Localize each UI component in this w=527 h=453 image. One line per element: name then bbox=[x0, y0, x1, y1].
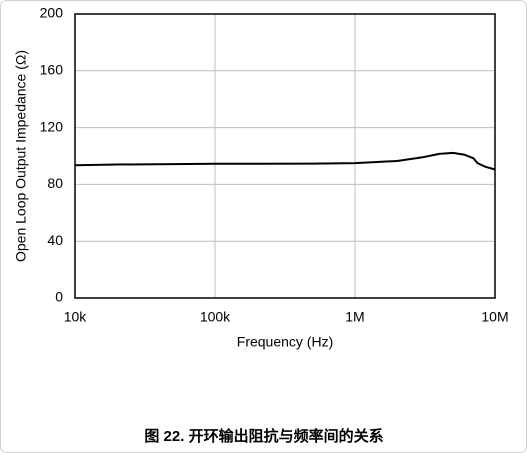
data-line bbox=[74, 151, 496, 171]
y-axis-title: Open Loop Output Impedance (Ω) bbox=[13, 50, 29, 262]
y-tick-label: 120 bbox=[40, 118, 64, 134]
x-tick-label: 1M bbox=[345, 309, 364, 325]
y-tick-label: 0 bbox=[55, 289, 63, 305]
caption: 图 22. 开环输出阻抗与频率间的关系 bbox=[144, 427, 383, 445]
y-tick-label: 200 bbox=[40, 5, 64, 21]
x-tick-label: 10k bbox=[64, 309, 88, 325]
plot-border bbox=[74, 13, 496, 299]
y-tick-label: 160 bbox=[40, 62, 64, 78]
y-tick-label: 80 bbox=[47, 175, 63, 191]
y-tick-label: 40 bbox=[47, 232, 63, 248]
x-axis-title: Frequency (Hz) bbox=[237, 334, 333, 350]
x-tick-label: 10M bbox=[481, 309, 508, 325]
x-tick-label: 100k bbox=[200, 309, 231, 325]
